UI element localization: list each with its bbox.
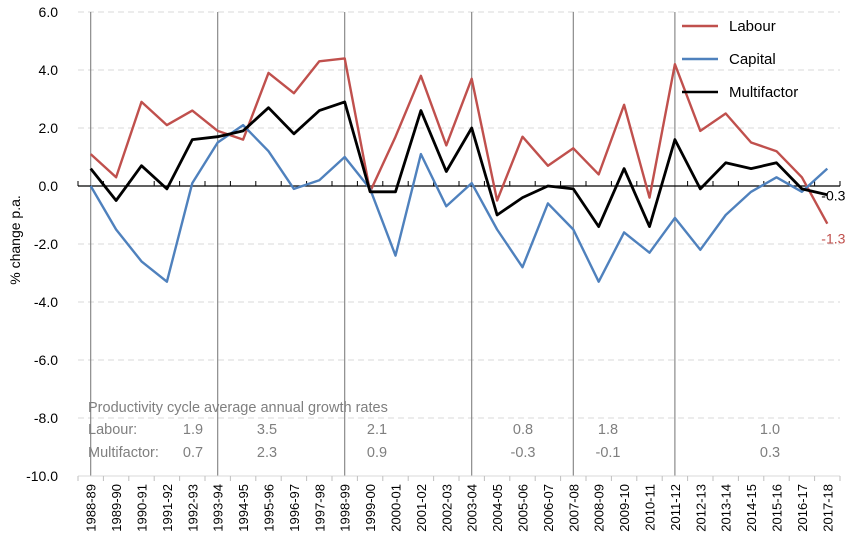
y-tick-label: -6.0 bbox=[34, 352, 58, 368]
annotation-value: 0.7 bbox=[183, 445, 203, 461]
annotation-value: 0.9 bbox=[367, 445, 387, 461]
x-tick-label: 2009-10 bbox=[617, 484, 632, 532]
x-tick-label: 2010-11 bbox=[643, 484, 658, 531]
x-tick-label: 2001-02 bbox=[414, 484, 429, 532]
annotation-value: 1.0 bbox=[760, 422, 780, 438]
series-line-multifactor bbox=[89, 100, 828, 229]
y-tick-label: 2.0 bbox=[39, 120, 59, 136]
y-tick-label: 4.0 bbox=[39, 62, 59, 78]
annotation-value: -0.3 bbox=[511, 445, 536, 461]
x-tick-label: 1988-89 bbox=[84, 484, 99, 532]
x-tick-label: 1989-90 bbox=[109, 484, 124, 532]
x-tick-label: 2006-07 bbox=[541, 484, 556, 532]
y-axis-tick-labels: 6.0 4.0 2.0 0.0 -2.0 -4.0 -6.0 -8.0 -10.0 bbox=[26, 4, 58, 484]
annotation-row-label: Labour: bbox=[88, 422, 137, 438]
x-tick-label: 2011-12 bbox=[668, 484, 683, 531]
y-tick-label: -10.0 bbox=[26, 468, 58, 484]
annotation-value: 1.9 bbox=[183, 422, 203, 438]
x-tick-label: 1991-92 bbox=[160, 484, 175, 532]
y-tick-label: -2.0 bbox=[34, 236, 58, 252]
x-axis-tick-labels: 1988-89 1989-90 1990-91 1991-92 1992-93 1993-… bbox=[84, 484, 836, 532]
y-tick-label: 0.0 bbox=[39, 178, 59, 194]
x-tick-label: 2013-14 bbox=[719, 484, 734, 532]
legend: Labour Capital Multifactor bbox=[682, 18, 798, 101]
annotation-value: -0.1 bbox=[596, 445, 621, 461]
series-lines bbox=[89, 57, 829, 283]
series-line-capital bbox=[89, 123, 829, 283]
x-tick-label: 2014-15 bbox=[744, 484, 759, 532]
x-tick-label: 1992-93 bbox=[185, 484, 200, 532]
x-tick-label: 2000-01 bbox=[389, 484, 404, 532]
annotation-value: 3.5 bbox=[257, 422, 277, 438]
x-tick-label: 1995-96 bbox=[262, 484, 277, 532]
x-tick-label: 2016-17 bbox=[795, 484, 810, 532]
x-tick-label: 2002-03 bbox=[439, 484, 454, 532]
legend-label-labour: Labour bbox=[729, 18, 776, 35]
x-tick-label: 2005-06 bbox=[516, 484, 531, 532]
x-tick-label: 2004-05 bbox=[490, 484, 505, 532]
y-axis-title: % change p.a. bbox=[7, 195, 23, 285]
annotation-row-label: Multifactor: bbox=[88, 445, 159, 461]
x-tick-label: 1997-98 bbox=[312, 484, 327, 532]
end-label-labour: -1.3 bbox=[821, 231, 845, 247]
end-value-labels: -0.3 -1.3 bbox=[821, 188, 845, 247]
x-tick-label: 1996-97 bbox=[287, 484, 302, 532]
series-line-labour bbox=[89, 57, 829, 225]
annotation-value: 2.1 bbox=[367, 422, 387, 438]
x-tick-label: 2017-18 bbox=[820, 484, 835, 532]
x-tick-label: 2015-16 bbox=[770, 484, 785, 532]
y-tick-label: -4.0 bbox=[34, 294, 58, 310]
annotation-value: 1.8 bbox=[598, 422, 618, 438]
x-tick-label: 1998-99 bbox=[338, 484, 353, 532]
end-label-multifactor: -0.3 bbox=[821, 188, 845, 204]
x-tick-label: 1990-91 bbox=[135, 484, 150, 532]
x-tick-label: 2003-04 bbox=[465, 484, 480, 532]
annotation-value: 0.8 bbox=[513, 422, 533, 438]
y-tick-label: 6.0 bbox=[39, 4, 59, 20]
x-tick-label: 1999-00 bbox=[363, 484, 378, 532]
cycle-average-annotations: Productivity cycle average annual growth… bbox=[88, 400, 780, 461]
annotation-title: Productivity cycle average annual growth… bbox=[88, 400, 388, 416]
legend-label-multifactor: Multifactor bbox=[729, 84, 798, 101]
x-tick-label: 1994-95 bbox=[236, 484, 251, 532]
x-tick-label: 1993-94 bbox=[211, 484, 226, 532]
zero-axis bbox=[77, 181, 841, 481]
cycle-boundary-lines bbox=[90, 12, 676, 476]
x-tick-label: 2012-13 bbox=[693, 484, 708, 532]
annotation-value: 0.3 bbox=[760, 445, 780, 461]
annotation-value: 2.3 bbox=[257, 445, 277, 461]
x-tick-label: 2007-08 bbox=[566, 484, 581, 532]
legend-label-capital: Capital bbox=[729, 51, 776, 68]
y-tick-label: -8.0 bbox=[34, 410, 58, 426]
x-tick-label: 2008-09 bbox=[592, 484, 607, 532]
